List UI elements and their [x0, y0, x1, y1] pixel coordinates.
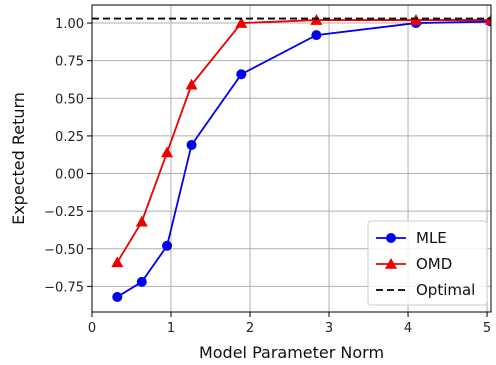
data-point-omd [409, 14, 422, 25]
data-point-omd [485, 14, 491, 25]
legend-label: MLE [416, 229, 447, 247]
legend-item-optimal: Optimal [376, 281, 475, 299]
data-point-omd [161, 146, 174, 158]
data-point-omd [235, 17, 248, 28]
series-layer [92, 14, 492, 302]
x-tick-label: 4 [404, 321, 412, 336]
series-line-omd [116, 19, 491, 263]
data-point-mle [136, 276, 147, 287]
y-tick-label: −0.50 [44, 243, 84, 258]
data-point-mle [112, 291, 123, 302]
data-point-mle [236, 69, 247, 80]
ticks: 0 1 2 3 4 5 −0.75 −0.50 −0.25 0.00 0.25 0.50 0.75 1.0… [44, 17, 491, 336]
data-point-omd [310, 14, 323, 25]
y-axis-label: Expected Return [9, 92, 28, 225]
x-tick-label: 3 [325, 321, 333, 336]
data-point-omd [185, 78, 198, 90]
x-axis-label: Model Parameter Norm [199, 343, 384, 362]
x-tick-label: 1 [167, 321, 175, 336]
y-tick-label: −0.75 [44, 280, 84, 295]
plot-frame [91, 4, 492, 313]
data-point-mle [162, 240, 173, 251]
legend-item-omd: OMD [376, 255, 452, 273]
grid [91, 5, 491, 312]
x-tick-label: 5 [483, 321, 491, 336]
x-tick-label: 2 [246, 321, 254, 336]
y-tick-label: 0.50 [55, 92, 84, 107]
legend-item-mle: MLE [376, 229, 447, 247]
y-tick-label: 0.75 [55, 55, 84, 70]
y-tick-label: 0.25 [55, 130, 84, 145]
series-markers [111, 14, 491, 268]
data-point-omd [135, 215, 148, 227]
legend-label: Optimal [416, 281, 475, 299]
data-point-mle [311, 30, 322, 41]
x-tick-label: 0 [88, 321, 96, 336]
y-tick-label: 1.00 [55, 17, 84, 32]
y-tick-label: 0.00 [55, 168, 84, 183]
data-point-mle [186, 139, 197, 150]
legend-box [367, 220, 488, 306]
legend-label: OMD [416, 255, 452, 273]
legend: MLE OMD Optimal [367, 220, 488, 306]
legend-marker [386, 233, 396, 243]
legend-marker [385, 258, 397, 269]
series-line-mle [116, 20, 492, 298]
y-tick-label: −0.25 [44, 205, 84, 220]
series-omd [111, 14, 491, 268]
data-point-omd [111, 256, 124, 268]
